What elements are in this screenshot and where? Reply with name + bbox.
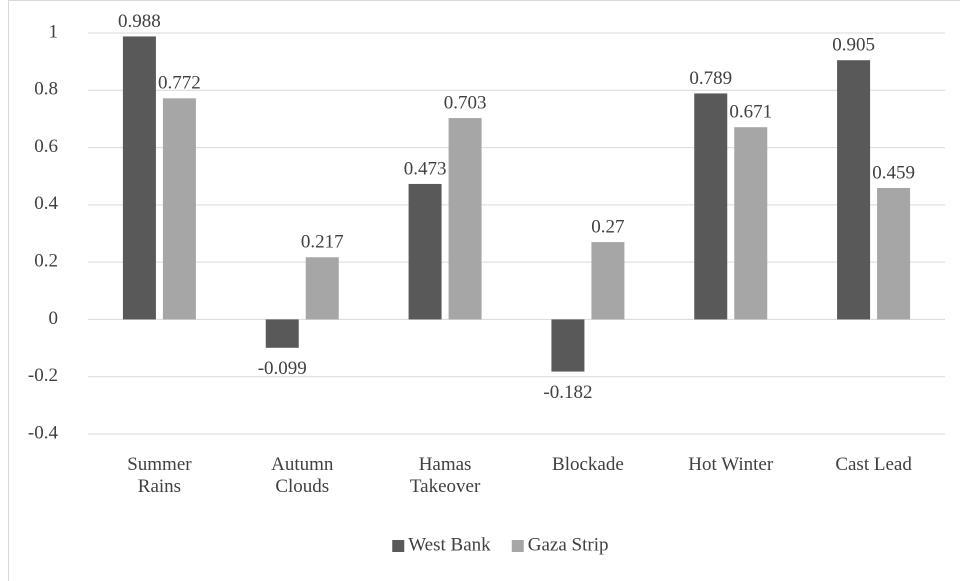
data-label: 0.988 (118, 11, 161, 32)
bar (734, 127, 768, 320)
data-label: 0.703 (444, 92, 487, 113)
data-label: 0.459 (872, 162, 915, 183)
data-label: 0.772 (158, 73, 201, 94)
legend-swatch (392, 540, 405, 552)
bar (837, 60, 871, 320)
bar (877, 187, 911, 320)
chart-border (8, 0, 960, 581)
data-label: 0.27 (591, 216, 624, 237)
data-label: 0.217 (301, 232, 344, 253)
data-label: -0.182 (543, 382, 592, 403)
bar (305, 257, 339, 320)
bar (448, 118, 482, 320)
y-tick-label: 0.8 (34, 79, 58, 100)
bar (591, 242, 625, 320)
bar (408, 183, 442, 320)
y-tick-label: 0.4 (34, 193, 58, 214)
bar (122, 36, 156, 320)
y-tick-label: -0.4 (28, 422, 59, 443)
legend-swatch (511, 540, 524, 552)
data-label: 0.789 (689, 68, 732, 89)
legend-label: West Bank (408, 534, 491, 555)
data-label: 0.671 (729, 102, 772, 123)
y-tick-label: 0.2 (34, 251, 58, 272)
x-tick-label: Autumn Clouds (271, 454, 334, 497)
x-tick-label: Summer Rains (127, 454, 192, 497)
data-label: 0.473 (404, 158, 447, 179)
x-tick-label: Hot Winter (688, 454, 774, 475)
x-tick-label: Cast Lead (835, 454, 912, 475)
bar (162, 98, 196, 320)
bar (694, 93, 728, 320)
y-tick-label: 0.6 (34, 136, 58, 157)
x-tick-label: Hamas Takeover (409, 454, 481, 497)
bar (551, 319, 585, 372)
x-tick-label: Blockade (552, 454, 624, 475)
data-label: -0.099 (258, 358, 307, 379)
y-tick-label: 1 (49, 21, 59, 42)
bar (265, 319, 299, 348)
data-label: 0.905 (832, 35, 875, 56)
y-tick-label: -0.2 (28, 365, 58, 386)
y-tick-label: 0 (49, 308, 59, 329)
legend-label: Gaza Strip (528, 534, 609, 555)
